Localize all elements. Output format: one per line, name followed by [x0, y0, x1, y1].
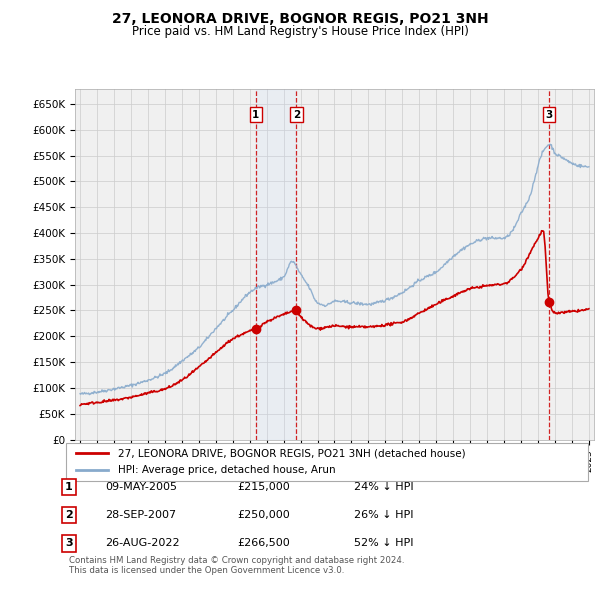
Text: £266,500: £266,500 [237, 539, 290, 548]
Text: 26% ↓ HPI: 26% ↓ HPI [354, 510, 413, 520]
Bar [256, 88, 296, 440]
Text: 28-SEP-2007: 28-SEP-2007 [105, 510, 176, 520]
Text: Contains HM Land Registry data © Crown copyright and database right 2024.: Contains HM Land Registry data © Crown c… [69, 556, 404, 565]
Text: 3: 3 [65, 539, 73, 548]
Text: 52% ↓ HPI: 52% ↓ HPI [354, 539, 413, 548]
Text: Price paid vs. HM Land Registry's House Price Index (HPI): Price paid vs. HM Land Registry's House … [131, 25, 469, 38]
Text: 27, LEONORA DRIVE, BOGNOR REGIS, PO21 3NH (detached house): 27, LEONORA DRIVE, BOGNOR REGIS, PO21 3N… [118, 448, 466, 458]
Text: 1: 1 [65, 482, 73, 491]
Text: This data is licensed under the Open Government Licence v3.0.: This data is licensed under the Open Gov… [69, 566, 344, 575]
Text: 2: 2 [293, 110, 300, 120]
Text: 3: 3 [545, 110, 553, 120]
Text: 26-AUG-2022: 26-AUG-2022 [105, 539, 179, 548]
Text: 09-MAY-2005: 09-MAY-2005 [105, 482, 177, 491]
Text: 2: 2 [65, 510, 73, 520]
FancyBboxPatch shape [66, 442, 588, 481]
Text: 1: 1 [252, 110, 259, 120]
Text: £250,000: £250,000 [237, 510, 290, 520]
Text: £215,000: £215,000 [237, 482, 290, 491]
Text: 27, LEONORA DRIVE, BOGNOR REGIS, PO21 3NH: 27, LEONORA DRIVE, BOGNOR REGIS, PO21 3N… [112, 12, 488, 26]
Text: HPI: Average price, detached house, Arun: HPI: Average price, detached house, Arun [118, 465, 336, 475]
Text: 24% ↓ HPI: 24% ↓ HPI [354, 482, 413, 491]
